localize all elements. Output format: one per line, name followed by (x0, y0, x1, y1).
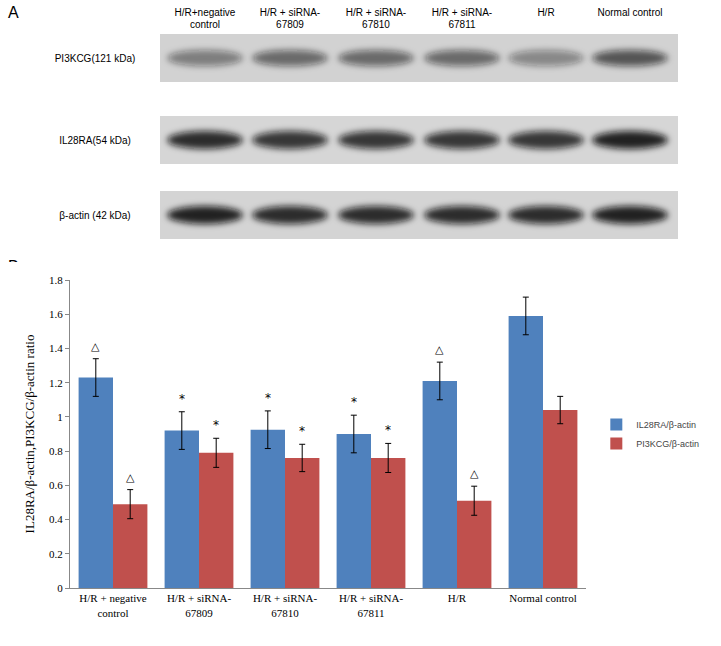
svg-text:H/R: H/R (537, 7, 554, 18)
svg-text:H/R + siRNA-67810: H/R + siRNA-67810 (253, 592, 318, 618)
svg-text:*: * (351, 395, 357, 409)
svg-text:H/R + negativecontrol: H/R + negativecontrol (79, 592, 146, 618)
svg-text:IL28RA(54 kDa): IL28RA(54 kDa) (59, 135, 131, 146)
svg-text:PI3KCG/β-actin: PI3KCG/β-actin (636, 439, 699, 449)
svg-text:*: * (299, 424, 305, 438)
svg-text:1.4: 1.4 (49, 342, 63, 354)
svg-text:H/R: H/R (448, 592, 467, 604)
svg-text:1: 1 (57, 411, 63, 423)
svg-text:0.4: 0.4 (49, 513, 63, 525)
svg-text:*: * (265, 391, 271, 405)
svg-text:0.6: 0.6 (49, 479, 63, 491)
svg-text:H/R + siRNA-67809: H/R + siRNA-67809 (260, 7, 320, 30)
svg-text:H/R+negativecontrol: H/R+negativecontrol (175, 7, 236, 30)
svg-text:*: * (385, 423, 391, 437)
svg-text:A: A (8, 4, 19, 21)
svg-text:1.6: 1.6 (49, 308, 63, 320)
svg-text:Normal control: Normal control (509, 592, 577, 604)
svg-text:△: △ (470, 467, 479, 480)
svg-text:H/R + siRNA-67811: H/R + siRNA-67811 (432, 7, 492, 30)
svg-text:0.2: 0.2 (49, 548, 63, 560)
svg-text:β-actin (42 kDa): β-actin (42 kDa) (59, 210, 130, 221)
svg-text:H/R + siRNA-67809: H/R + siRNA-67809 (167, 592, 232, 618)
svg-text:H/R + siRNA-67810: H/R + siRNA-67810 (346, 7, 406, 30)
svg-text:IL28RA/β-actin: IL28RA/β-actin (636, 420, 696, 430)
svg-text:1.2: 1.2 (49, 377, 63, 389)
html-text:B: B (8, 258, 19, 275)
svg-text:Normal control: Normal control (597, 7, 662, 18)
svg-text:△: △ (435, 343, 444, 356)
svg-text:IL28RA/β-actin,PI3KCG/β-actin: IL28RA/β-actin,PI3KCG/β-actin ratio (22, 335, 37, 534)
svg-text:△: △ (91, 340, 100, 353)
svg-text:H/R + siRNA-67811: H/R + siRNA-67811 (339, 592, 404, 618)
svg-text:0.8: 0.8 (49, 445, 63, 457)
svg-text:*: * (179, 392, 185, 406)
svg-text:*: * (213, 418, 219, 432)
svg-text:△: △ (126, 471, 135, 484)
svg-text:PI3KCG(121 kDa): PI3KCG(121 kDa) (55, 53, 136, 64)
svg-text:0: 0 (57, 582, 63, 594)
svg-text:1.8: 1.8 (49, 274, 63, 286)
